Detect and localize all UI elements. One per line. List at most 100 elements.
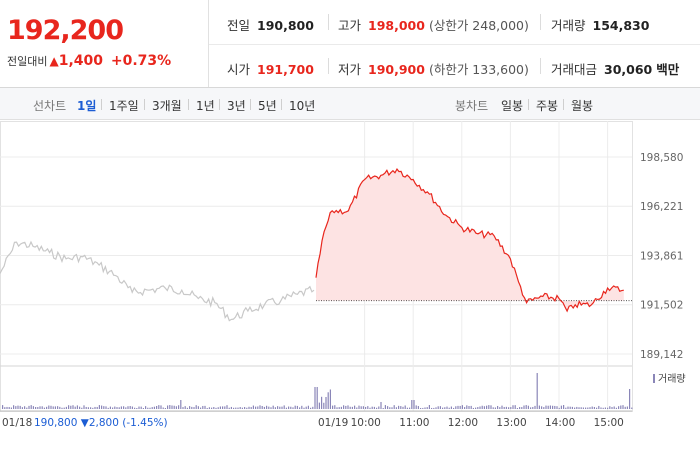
chart-period-tabs: 선차트 1일 1주일 3개월 1년 3년 5년 10년 봉차트 일봉 주봉 월봉 [0, 88, 700, 120]
volume-bar [54, 406, 56, 409]
volume-label: 거래량 [551, 18, 586, 33]
tab-1y[interactable]: 1년 [196, 99, 215, 113]
volume-bar [206, 407, 208, 409]
tab-monthly-candle[interactable]: 월봉 [571, 99, 594, 113]
prev-day-info: 190,800 ▼2,800 (-1.45%) [34, 417, 168, 429]
prev-close-label: 전일 [227, 18, 251, 33]
volume-bar [19, 405, 21, 409]
volume-bar [545, 405, 547, 409]
volume-bar [28, 405, 30, 409]
volume-bar [138, 406, 140, 409]
volume-bar [329, 389, 331, 409]
volume-bar [233, 407, 235, 409]
volume-bar [556, 406, 558, 409]
volume-bar [488, 405, 490, 409]
volume-bar [600, 407, 602, 409]
x-tick-label: 13:00 [496, 417, 526, 429]
volume-bar [618, 406, 620, 409]
volume-bar [560, 405, 562, 409]
volume-legend-swatch [653, 374, 655, 383]
volume-bar [596, 407, 598, 409]
volume-bar [30, 405, 32, 409]
volume-bar [101, 405, 103, 409]
volume-bar [349, 406, 351, 409]
volume-bar [323, 402, 325, 409]
volume-bar [191, 406, 193, 409]
volume-bar [2, 405, 4, 409]
lower-limit: (하한가 133,600) [428, 62, 529, 77]
volume-bar [13, 405, 15, 409]
tab-3y[interactable]: 3년 [227, 99, 246, 113]
volume-bar [585, 407, 587, 409]
volume-bar [277, 406, 279, 409]
volume-bar [81, 407, 83, 409]
volume-bar [4, 407, 6, 409]
line-chart-label: 선차트 [33, 99, 67, 113]
volume-bar [437, 406, 439, 409]
volume-bar [389, 407, 391, 409]
high-label: 고가 [338, 18, 362, 33]
volume-bar [305, 406, 307, 409]
volume-bar [464, 407, 466, 409]
volume-bar [79, 406, 81, 409]
prev-day-close: 190,800 [34, 417, 81, 429]
volume-bar [193, 407, 195, 409]
prev-close-cell: 전일 190,800 [227, 15, 314, 34]
chart-marks [0, 168, 632, 322]
volume-bar [479, 406, 481, 409]
volume-bar [244, 407, 246, 409]
volume-bar [156, 405, 158, 409]
tab-daily-candle[interactable]: 일봉 [501, 99, 524, 113]
volume-bar [103, 406, 105, 409]
volume-bar [428, 405, 430, 409]
volume-bar [266, 405, 268, 409]
tab-5y[interactable]: 5년 [258, 99, 277, 113]
volume-bar [543, 407, 545, 409]
volume-bar [118, 407, 120, 409]
volume-bar [534, 405, 536, 409]
volume-bar [125, 407, 127, 409]
tab-separator [563, 99, 564, 110]
volume-bar [288, 406, 290, 409]
turnover-label: 거래대금 [551, 62, 598, 77]
volume-bar [393, 405, 395, 409]
volume-bar [466, 405, 468, 409]
low-label: 저가 [338, 62, 362, 77]
volume-bar [580, 407, 582, 409]
volume-bar [279, 406, 281, 409]
volume-bar [510, 407, 512, 409]
volume-bar [523, 405, 525, 409]
tab-10y[interactable]: 10년 [289, 99, 316, 113]
x-tick-label: 01/19 [318, 417, 348, 429]
volume-bar [90, 407, 92, 409]
volume-bar [202, 405, 204, 409]
volume-bar [303, 407, 305, 409]
volume-bar [158, 405, 160, 409]
tab-separator [188, 99, 189, 110]
tab-separator [250, 99, 251, 110]
volume-bar [422, 407, 424, 409]
volume-bar [255, 406, 257, 409]
volume-bar [413, 400, 415, 409]
volume-bar [411, 400, 413, 409]
series-prev-day-line [0, 240, 315, 322]
tab-1w[interactable]: 1주일 [109, 99, 139, 113]
volume-bar [395, 407, 397, 409]
volume-bar [532, 406, 534, 409]
volume-bar [17, 405, 19, 409]
tab-3m[interactable]: 3개월 [152, 99, 182, 113]
volume-bar [332, 405, 334, 409]
volume-bar [373, 406, 375, 409]
volume-bar [224, 406, 226, 409]
volume-bar [261, 405, 263, 409]
tab-1d[interactable]: 1일 [77, 99, 97, 113]
tab-weekly-candle[interactable]: 주봉 [536, 99, 559, 113]
volume-bar [356, 407, 358, 409]
volume-bar [123, 406, 125, 409]
volume-bar [499, 407, 501, 409]
volume-bar [376, 407, 378, 409]
volume-bar [294, 405, 296, 409]
volume-bar [52, 406, 54, 409]
current-price: 192,200 [7, 15, 124, 46]
volume-bar [162, 407, 164, 409]
